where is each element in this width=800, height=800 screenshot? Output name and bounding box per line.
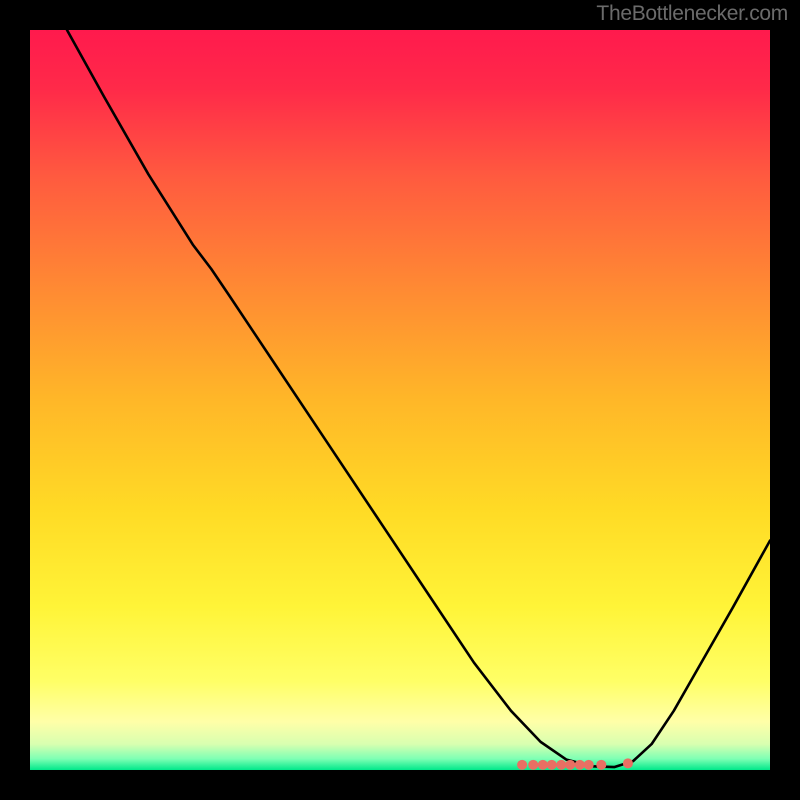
- data-marker: [575, 760, 585, 770]
- data-marker: [623, 758, 633, 768]
- data-marker: [547, 760, 557, 770]
- data-marker: [584, 760, 594, 770]
- data-marker: [517, 760, 527, 770]
- plot-area: [30, 30, 770, 770]
- watermark-text: TheBottlenecker.com: [596, 2, 788, 26]
- chart-container: TheBottlenecker.com: [0, 0, 800, 800]
- data-marker: [538, 760, 548, 770]
- data-marker: [556, 760, 566, 770]
- data-marker: [596, 760, 606, 770]
- plot-svg: [30, 30, 770, 770]
- data-marker: [565, 760, 575, 770]
- data-marker: [528, 760, 538, 770]
- gradient-background: [30, 30, 770, 770]
